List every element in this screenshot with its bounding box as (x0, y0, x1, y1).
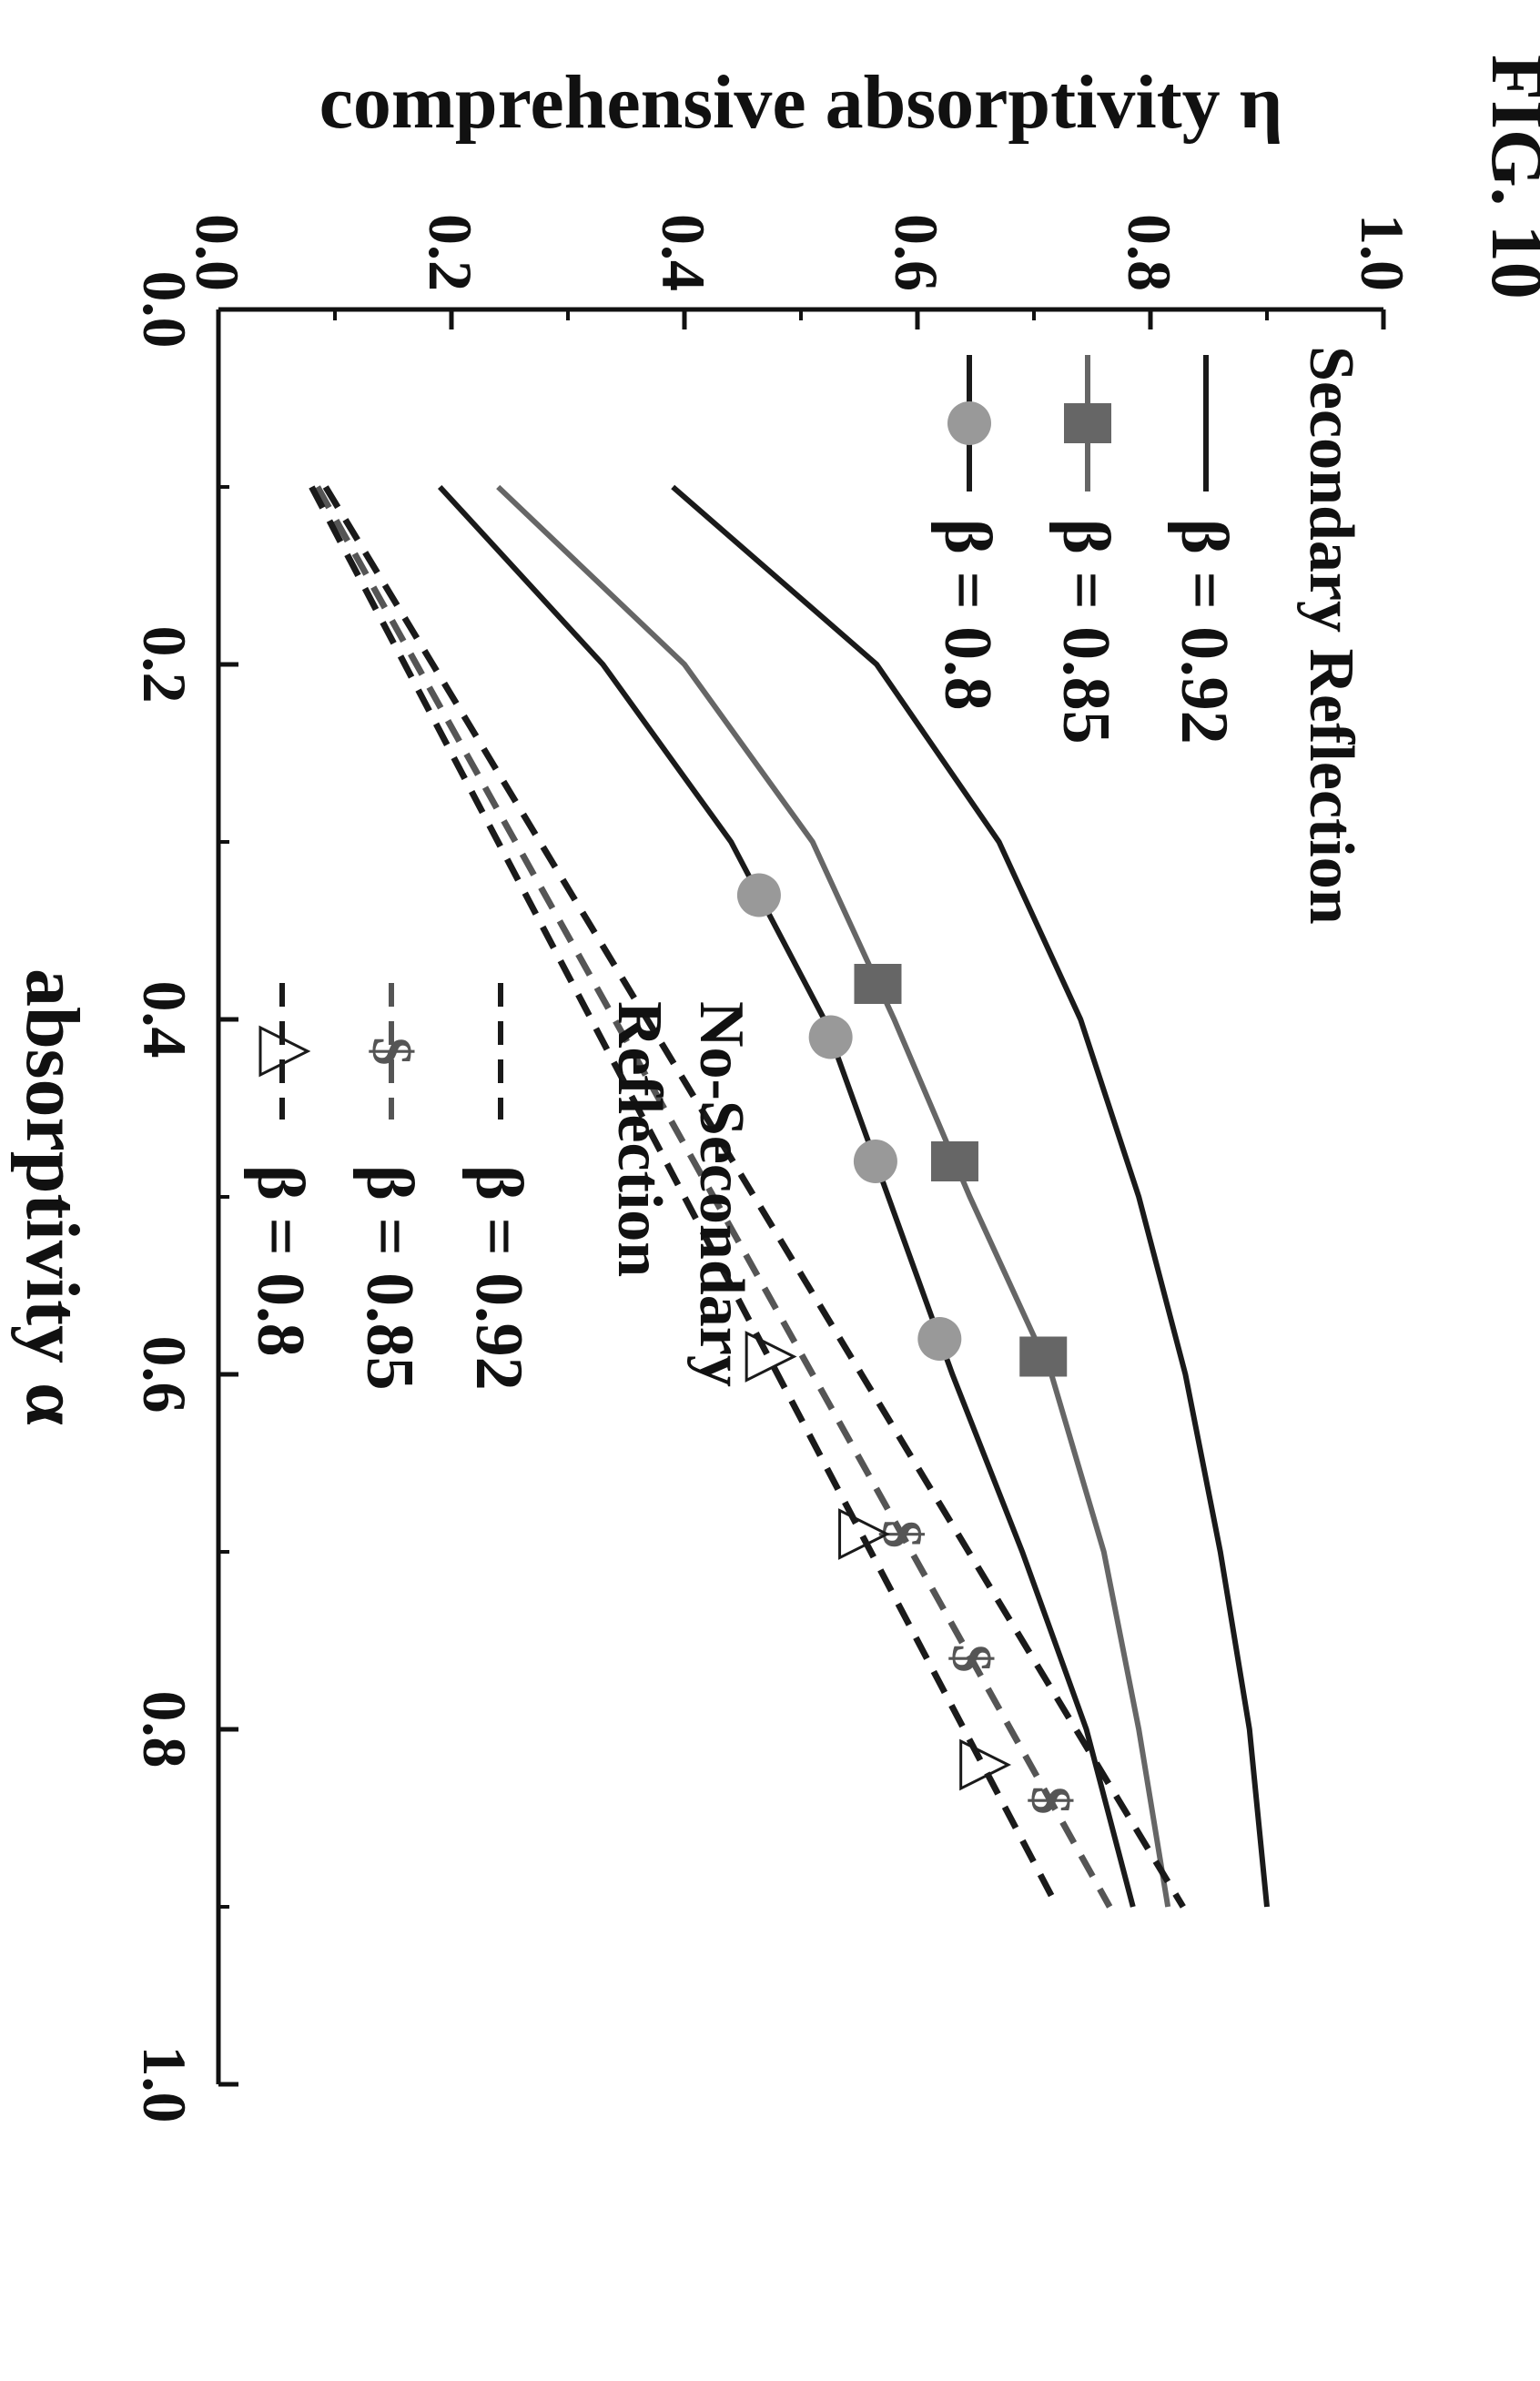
x-axis-title: absorptivity α (10, 968, 95, 1425)
legend-entry: β = 0.85 (352, 1165, 427, 1391)
series-secondary-reflection085 (496, 484, 1171, 1908)
axes: 0.0 0.2 0.4 0.6 0.8 1.0 0.0 0.2 0.4 0.6 0.8 1.0 (130, 214, 1417, 2123)
figure-label: FIG. 10 (1476, 55, 1540, 299)
y-tick-label: 0.8 (1115, 214, 1184, 291)
series-line (314, 485, 1113, 1909)
legend-entry: β = 0.85 (1049, 519, 1123, 745)
series-line (496, 484, 1171, 1908)
dollar-marker: $ (940, 1645, 1002, 1673)
legend-title-secondary: Secondary Reflection (1296, 346, 1366, 925)
triangle-marker (258, 1025, 311, 1078)
square-marker (854, 964, 902, 1004)
legend-entry: β = 0.92 (461, 1165, 536, 1391)
square-marker (1019, 1336, 1068, 1377)
y-axis-title: comprehensive absorptivity η (319, 60, 1283, 145)
legend-entry: β = 0.8 (243, 1165, 318, 1357)
x-tick-label: 0.4 (130, 981, 199, 1059)
y-tick-label: 0.0 (183, 214, 252, 291)
dollar-marker: $ (360, 1038, 422, 1066)
triangle-marker (838, 1508, 890, 1560)
legend-title-no-secondary: No-Secondary (686, 1001, 756, 1387)
x-tick-label: 0.6 (130, 1336, 199, 1413)
legend: Secondary Reflection β = 0.92 β = 0.85 β = … (243, 346, 1366, 1391)
series-layer: $ $ $ (309, 484, 1270, 1909)
x-tick-label: 0.0 (130, 271, 199, 349)
legend-title-no-secondary: Reflection (604, 1001, 674, 1277)
triangle-marker (959, 1738, 1012, 1791)
series-secondary-reflection092 (671, 484, 1270, 1908)
series-no-secondary-reflection08 (309, 485, 1060, 1909)
y-tick-label: 0.6 (882, 214, 951, 291)
series-line (671, 484, 1270, 1908)
square-marker (930, 1141, 978, 1181)
chart-frame: 0.00.20.40.60.81.00.0 0.2 0.4 0.6 0.8 1.0 $$$… (10, 60, 1417, 2123)
x-tick-label: 1.0 (130, 2046, 199, 2123)
series-no-secondary-reflection092 (322, 485, 1186, 1909)
circle-marker (917, 1317, 962, 1361)
legend-entry: β = 0.92 (1167, 519, 1241, 745)
legend-entry: β = 0.8 (930, 519, 1005, 711)
square-marker (1064, 403, 1111, 443)
y-tick-label: 1.0 (1348, 214, 1417, 291)
series-line (437, 484, 1136, 1908)
x-tick-label: 0.8 (130, 1691, 199, 1768)
series-secondary-reflection08 (437, 484, 1136, 1908)
triangle-marker (745, 1331, 797, 1383)
circle-marker (853, 1140, 897, 1183)
y-tick-label: 0.2 (416, 214, 485, 291)
dollar-marker: $ (871, 1520, 933, 1548)
circle-marker (947, 401, 991, 445)
circle-marker (808, 1015, 853, 1059)
circle-marker (736, 873, 781, 917)
dollar-marker: $ (1019, 1787, 1081, 1815)
series-no-secondary-reflection085: $ $ $ (314, 485, 1113, 1909)
series-line (322, 485, 1186, 1909)
y-tick-label: 0.4 (649, 214, 718, 291)
x-tick-label: 0.2 (130, 626, 199, 704)
